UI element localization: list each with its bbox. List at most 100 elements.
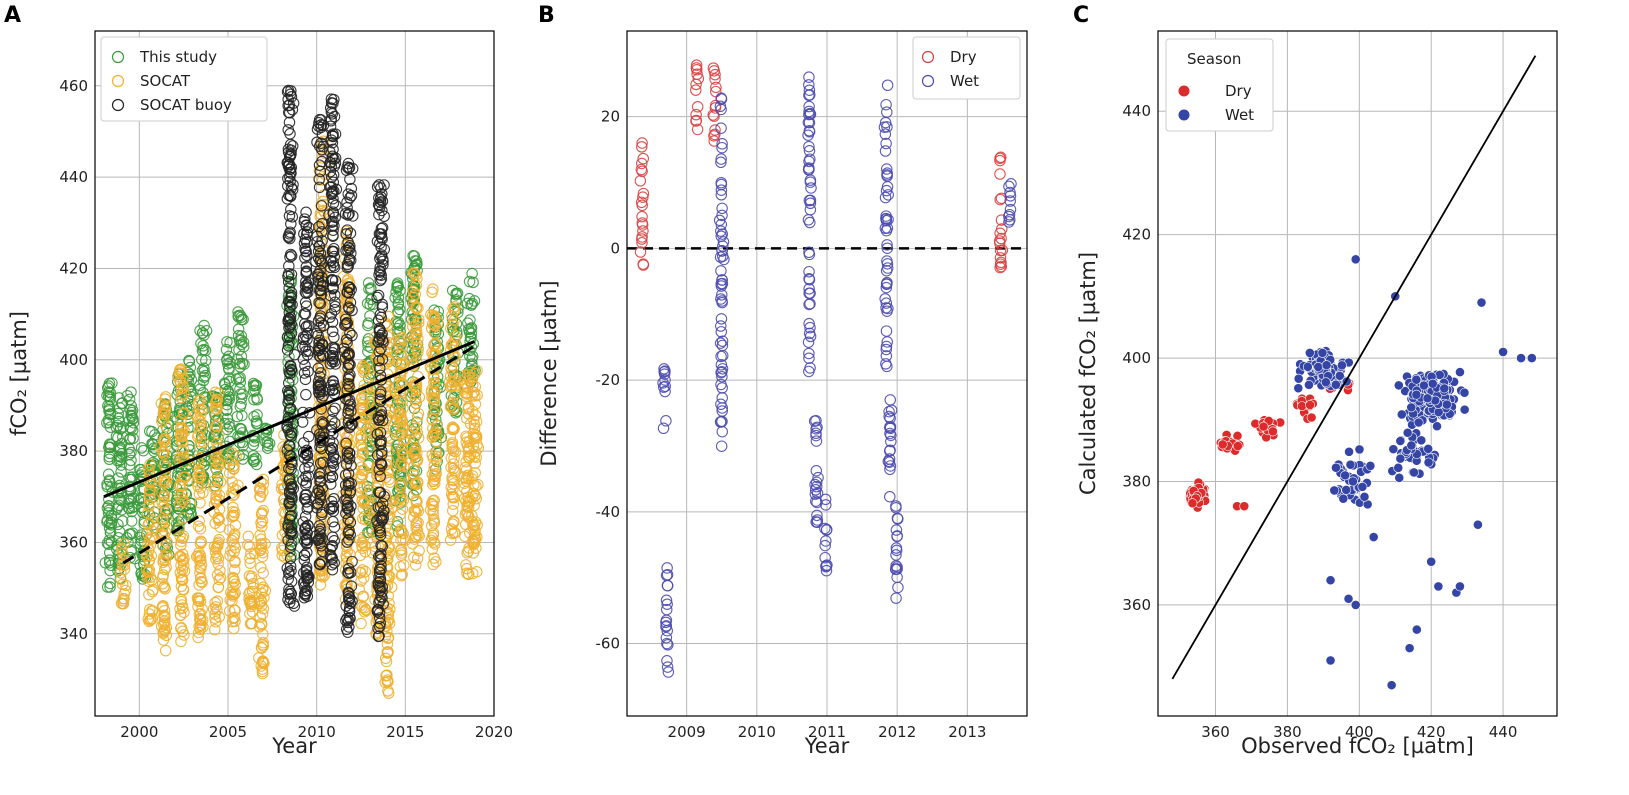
data-point: [1418, 380, 1429, 391]
data-point: [282, 519, 294, 531]
data-point: [193, 488, 206, 500]
data-point: [325, 478, 337, 490]
data-point: [313, 173, 325, 185]
data-point: [222, 447, 234, 460]
data-point: [159, 391, 172, 403]
data-point: [302, 456, 314, 468]
data-point: [692, 72, 705, 85]
data-point: [342, 407, 354, 419]
data-point: [466, 516, 478, 528]
data-point: [885, 429, 897, 442]
data-point: [449, 334, 461, 346]
data-point: [803, 248, 816, 261]
data-point: [192, 429, 205, 441]
data-point: [284, 360, 297, 373]
data-point: [285, 318, 297, 331]
chart-panel-b: 2009 2010 2011 2012 2013 -60 -40 -20 0 20 Year Di…: [537, 30, 1028, 758]
data-point: [715, 320, 727, 332]
data-point: [112, 419, 124, 432]
data-point: [315, 556, 328, 568]
data-point: [343, 287, 356, 299]
data-point: [196, 603, 208, 615]
data-point: [327, 169, 340, 181]
data-point: [884, 394, 897, 406]
y-tick-label: 420: [59, 259, 88, 277]
data-point: [145, 514, 157, 526]
data-point: [380, 670, 392, 682]
data-point: [378, 505, 390, 517]
data-point: [373, 563, 386, 576]
data-point: [1239, 501, 1250, 512]
data-point: [146, 585, 159, 598]
data-point: [355, 391, 368, 404]
data-point: [1337, 360, 1347, 371]
data-point: [410, 516, 423, 529]
data-point: [821, 559, 833, 571]
data-point: [447, 483, 459, 496]
data-point: [327, 215, 339, 228]
data-point: [715, 398, 727, 411]
data-point: [426, 543, 439, 555]
data-point: [1404, 643, 1415, 654]
data-point: [144, 493, 156, 505]
data-point: [177, 583, 190, 596]
data-point: [325, 495, 338, 508]
data-point: [469, 457, 481, 469]
data-point: [410, 397, 422, 410]
data-point: [341, 493, 353, 506]
data-point: [1439, 383, 1450, 394]
data-point: [116, 578, 129, 591]
data-point: [657, 381, 670, 393]
data-point: [1005, 178, 1017, 190]
data-point: [214, 476, 227, 488]
data-point: [412, 332, 424, 345]
data-point: [995, 223, 1008, 235]
data-point: [426, 532, 438, 544]
data-point: [715, 122, 727, 134]
data-point: [355, 575, 367, 587]
data-point: [709, 128, 721, 141]
data-point: [373, 199, 386, 212]
data-point: [339, 319, 351, 331]
data-point: [394, 478, 407, 491]
data-point: [382, 445, 395, 457]
data-point: [211, 393, 223, 406]
y-tick-label: 380: [59, 442, 88, 460]
data-point: [160, 508, 173, 521]
data-point: [445, 322, 457, 335]
data-point: [221, 423, 234, 436]
data-point: [1516, 353, 1526, 363]
data-point: [374, 501, 387, 513]
data-point: [301, 249, 313, 262]
data-point: [803, 246, 815, 259]
x-tick-label: 2000: [120, 723, 158, 741]
data-point: [879, 293, 891, 305]
data-point: [715, 378, 727, 391]
data-point: [429, 363, 441, 376]
data-point: [342, 563, 355, 575]
data-point: [298, 237, 311, 249]
data-point: [410, 319, 422, 332]
data-point: [104, 564, 116, 577]
data-point: [210, 400, 222, 413]
data-point: [123, 448, 136, 461]
x-tick-label: 2015: [386, 723, 424, 741]
data-point: [359, 603, 372, 616]
data-point: [381, 561, 394, 573]
x-axis-label-b: Year: [804, 734, 850, 758]
data-point: [1498, 347, 1508, 357]
data-point: [376, 334, 389, 346]
data-point: [285, 190, 297, 203]
data-point: [324, 289, 337, 302]
data-point: [343, 208, 355, 220]
data-point: [637, 187, 650, 200]
data-point: [819, 551, 831, 564]
data-point: [691, 64, 703, 76]
data-point: [256, 515, 269, 527]
legend-label: Wet: [1225, 106, 1254, 124]
scatter-points-c: [1184, 254, 1537, 691]
data-point: [233, 334, 246, 347]
data-point: [383, 513, 395, 525]
data-point: [880, 281, 893, 294]
data-point: [1432, 421, 1442, 432]
